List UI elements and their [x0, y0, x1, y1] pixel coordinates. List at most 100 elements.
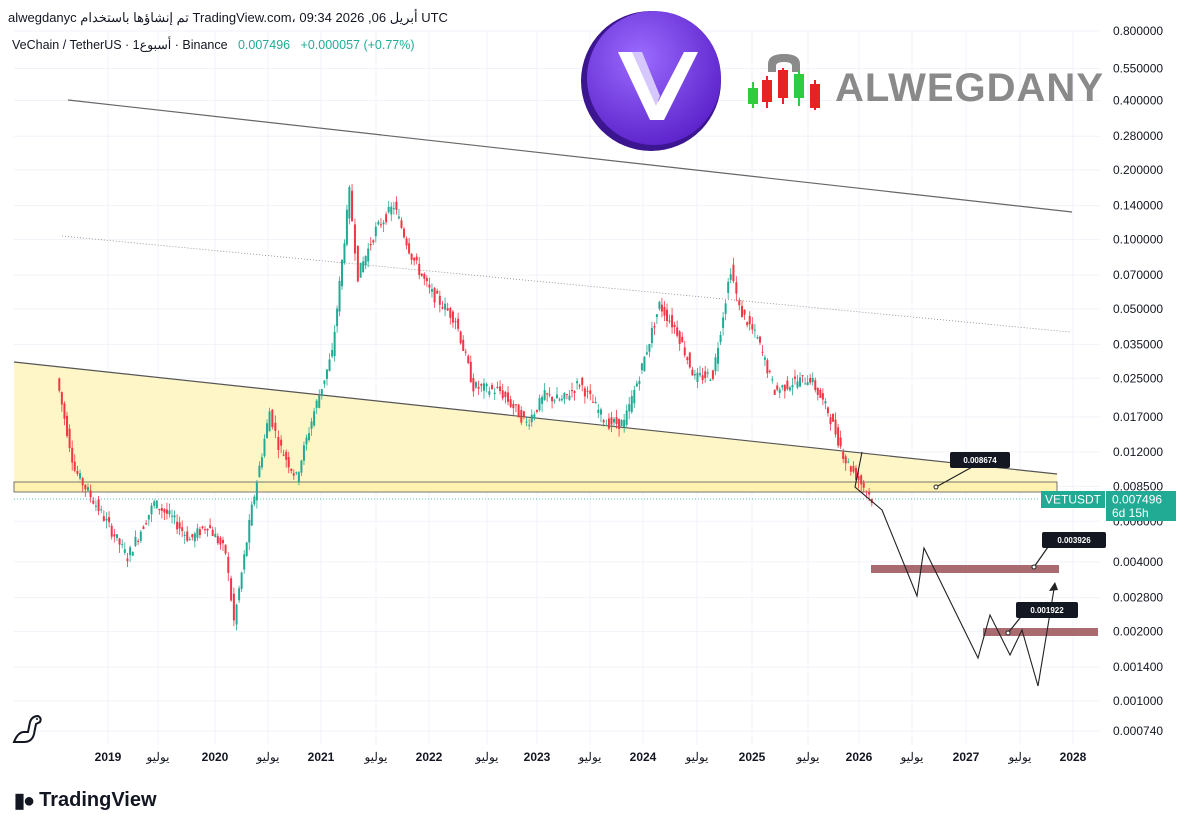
- price-change: +0.000057 (+0.77%): [300, 38, 415, 52]
- candle-body: [343, 243, 346, 263]
- vechain-logo-icon: [581, 11, 721, 151]
- candle-body: [761, 351, 764, 353]
- candle-body: [430, 289, 433, 292]
- candle-body: [315, 400, 318, 408]
- candle-body: [145, 523, 148, 525]
- candle-body: [457, 318, 460, 329]
- chart-caption: alwegdanyc تم إنشاؤها باستخدام TradingVi…: [8, 10, 448, 25]
- tradingview-wordmark: TradingView: [39, 789, 157, 811]
- time-axis-label: يوليو: [577, 750, 601, 764]
- tradingview-logo-icon: ▮●: [14, 790, 35, 812]
- candle-body: [216, 536, 219, 544]
- candle-body: [683, 347, 686, 356]
- candle-body: [512, 403, 515, 409]
- candle-body: [819, 389, 822, 398]
- candle-body: [382, 222, 385, 225]
- candle-body: [525, 421, 528, 423]
- candle-body: [392, 208, 395, 210]
- candle-body: [459, 331, 462, 344]
- target-band-2: [983, 628, 1098, 636]
- candle-body: [615, 417, 618, 424]
- candle-body: [568, 395, 571, 400]
- candle-body: [86, 487, 89, 491]
- time-axis-label: يوليو: [795, 750, 819, 764]
- time-axis-label: 2023: [524, 750, 551, 764]
- candle-body: [323, 380, 326, 384]
- candle-body: [372, 240, 375, 243]
- candle-body: [565, 394, 568, 396]
- price-axis[interactable]: 0.800000 0.550000 0.400000 0.280000 0.200000…: [1113, 24, 1163, 738]
- candle-body: [367, 248, 370, 262]
- tradingview-footer[interactable]: ▮● TradingView: [14, 788, 157, 813]
- candle-body: [260, 457, 263, 468]
- candle-body: [801, 375, 804, 377]
- candle-body: [268, 411, 271, 432]
- candle-body: [781, 385, 784, 388]
- channel-mid-line: [61, 235, 1071, 333]
- candle-body: [472, 378, 475, 392]
- symbol-header[interactable]: VeChain / TetherUS · 1أسبوع · Binance 0.…: [12, 37, 415, 52]
- candle-body: [842, 451, 845, 459]
- candle-body: [341, 259, 344, 287]
- candle-body: [738, 300, 741, 306]
- candle-body: [786, 380, 789, 390]
- candle-body: [163, 509, 166, 513]
- candle-body: [115, 534, 118, 538]
- price-axis-label: 0.140000: [1113, 199, 1163, 213]
- time-axis-label: يوليو: [363, 750, 387, 764]
- candle-body: [418, 264, 421, 275]
- candle-body: [768, 370, 771, 372]
- time-axis-label: 2020: [202, 750, 229, 764]
- candle-body: [336, 308, 339, 327]
- candle-body: [377, 221, 380, 225]
- time-axis[interactable]: 2019 يوليو 2020 يوليو 2021 يوليو 2022 يوليو 2023…: [95, 750, 1087, 764]
- candle-body: [546, 393, 549, 395]
- candle-body: [607, 418, 610, 429]
- candle-body: [230, 578, 233, 601]
- candle-body: [528, 424, 531, 426]
- candle-body: [408, 243, 411, 254]
- current-price-tag[interactable]: VETUSDT 0.007496 6d 15h: [1041, 491, 1176, 521]
- candle-body: [183, 534, 186, 536]
- candle-body: [640, 363, 643, 371]
- candle-body: [356, 245, 359, 282]
- candle-body: [496, 386, 499, 388]
- candle-body: [258, 465, 261, 478]
- price-tag-countdown: 6d 15h: [1112, 506, 1149, 520]
- candle-body: [97, 499, 100, 512]
- candle-body: [100, 509, 103, 511]
- candle-body: [586, 390, 589, 392]
- candle-body: [678, 331, 681, 344]
- candle-body: [681, 336, 684, 343]
- price-axis-label: 0.002800: [1113, 591, 1163, 605]
- candle-body: [824, 401, 827, 404]
- candle-body: [482, 383, 485, 391]
- candle-body: [110, 525, 113, 537]
- candle-body: [522, 411, 525, 417]
- candle-body: [410, 253, 413, 260]
- candle-body: [63, 403, 66, 419]
- candle-body: [253, 496, 256, 505]
- candle-body: [625, 410, 628, 425]
- candle-body: [139, 531, 142, 541]
- candle-body: [533, 414, 536, 419]
- candle-body: [474, 382, 477, 388]
- candle-body: [618, 418, 621, 429]
- candle-body: [673, 324, 676, 327]
- candle-body: [791, 385, 794, 388]
- candle-body: [776, 385, 779, 390]
- candle-body: [58, 378, 61, 391]
- candle-body: [623, 419, 626, 428]
- candle-body: [553, 400, 556, 402]
- candle-body: [113, 534, 116, 537]
- candle-body: [290, 469, 293, 471]
- candle-body: [538, 398, 541, 411]
- candle-body: [362, 261, 365, 272]
- candle-body: [390, 206, 393, 215]
- candle-body: [243, 554, 246, 570]
- candle-body: [400, 220, 403, 228]
- candle-body: [741, 305, 744, 318]
- symbol-name: VeChain / TetherUS · 1أسبوع · Binance: [12, 38, 228, 52]
- candle-body: [847, 461, 850, 463]
